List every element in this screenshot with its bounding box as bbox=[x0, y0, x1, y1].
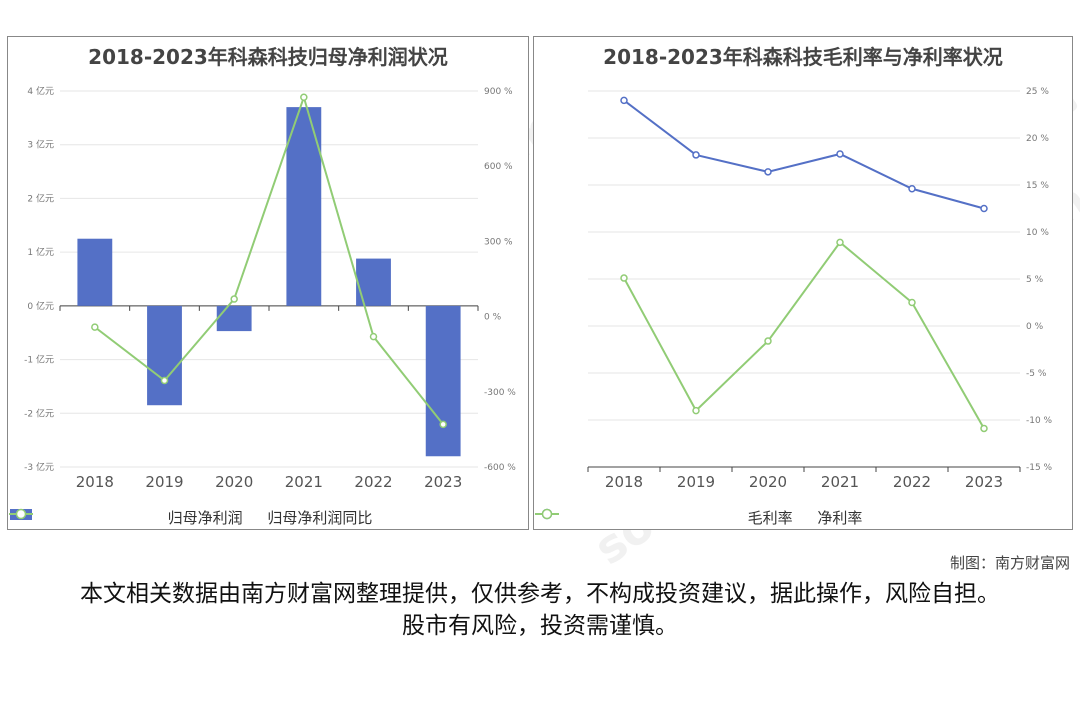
line-point bbox=[692, 406, 700, 415]
legend-line-swatch bbox=[535, 508, 559, 520]
margin-chart: 25 % 20 % 15 % 10 % 5 % 0 % -5 % -10 % -15 % 2018… bbox=[587, 87, 1053, 491]
x-tick-label: 2022 bbox=[354, 473, 392, 491]
x-tick-label: 2021 bbox=[821, 473, 859, 491]
line-point bbox=[980, 424, 988, 433]
disclaimer-text: 本文相关数据由南方财富网整理提供，仅供参考，不构成投资建议，据此操作，风险自担。… bbox=[80, 581, 1000, 639]
y-right-tick-label: 25 % bbox=[1026, 87, 1049, 97]
y-right-tick-label: -5 % bbox=[1026, 369, 1047, 379]
net-profit-chart: 4 亿元 3 亿元 2 亿元 1 亿元 0 亿元 -1 亿元 -2 亿元 -3 亿元 900 %… bbox=[24, 85, 516, 491]
y-left-tick-label: 0 亿元 bbox=[27, 300, 54, 312]
legend-label: 净利率 bbox=[817, 509, 863, 527]
legend-item-line[interactable]: 归母净利润同比 bbox=[9, 507, 373, 528]
line-point bbox=[908, 298, 916, 307]
y-right-tick-label: -600 % bbox=[484, 463, 516, 473]
legend-line-swatch bbox=[9, 508, 33, 520]
line-point bbox=[300, 93, 308, 102]
y-right-tick-label: 0 % bbox=[484, 313, 502, 323]
legend-item-net[interactable]: 净利率 bbox=[535, 507, 863, 528]
x-tick-label: 2023 bbox=[424, 473, 462, 491]
y-left-tick-label: -1 亿元 bbox=[24, 354, 54, 366]
legend-label: 毛利率 bbox=[747, 509, 793, 527]
chart-title: 2018-2023年科森科技归母净利润状况 bbox=[88, 45, 448, 69]
legend-label: 归母净利润 bbox=[167, 509, 243, 527]
line-point bbox=[836, 238, 844, 247]
legend-item-bar[interactable]: 归母净利润 bbox=[10, 507, 243, 528]
y-right-tick-label: 15 % bbox=[1026, 181, 1049, 191]
y-right-tick-label: -10 % bbox=[1026, 416, 1053, 426]
line-point bbox=[439, 420, 447, 429]
y-left-tick-label: 3 亿元 bbox=[27, 139, 54, 151]
line-point bbox=[620, 274, 628, 282]
bar bbox=[77, 238, 113, 306]
x-tick-label: 2021 bbox=[285, 473, 323, 491]
line-point bbox=[160, 376, 169, 385]
y-left-tick-label: 4 亿元 bbox=[27, 85, 54, 97]
chart-title: 2018-2023年科森科技毛利率与净利率状况 bbox=[603, 45, 1003, 69]
y-right-tick-label: 900 % bbox=[484, 87, 513, 97]
x-tick-label: 2020 bbox=[215, 473, 253, 491]
line-point bbox=[91, 323, 99, 331]
y-right-tick-label: 0 % bbox=[1026, 322, 1044, 332]
line-point bbox=[692, 151, 700, 159]
line-point bbox=[980, 204, 988, 213]
x-tick-label: 2022 bbox=[893, 473, 931, 491]
legend-item-gross[interactable]: 毛利率 bbox=[535, 507, 793, 528]
line-point bbox=[908, 185, 916, 193]
x-tick-label: 2018 bbox=[605, 473, 643, 491]
y-right-tick-label: 20 % bbox=[1026, 134, 1049, 144]
y-left-tick-label: 1 亿元 bbox=[27, 246, 54, 258]
bar bbox=[356, 258, 391, 306]
y-right-tick-label: 600 % bbox=[484, 162, 513, 172]
line-point bbox=[230, 295, 238, 303]
legend-label: 归母净利润同比 bbox=[267, 509, 373, 527]
y-right-tick-label: -15 % bbox=[1026, 463, 1053, 473]
series-line bbox=[623, 99, 985, 210]
y-left-tick-label: -2 亿元 bbox=[24, 407, 54, 419]
x-tick-label: 2018 bbox=[76, 473, 114, 491]
line-point bbox=[764, 337, 772, 345]
x-tick-label: 2019 bbox=[677, 473, 715, 491]
x-tick-label: 2020 bbox=[749, 473, 787, 491]
line-point bbox=[369, 332, 378, 341]
bar bbox=[147, 305, 182, 406]
x-tick-label: 2019 bbox=[145, 473, 183, 491]
y-right-tick-label: 10 % bbox=[1026, 228, 1049, 238]
bar bbox=[425, 305, 461, 457]
chart-credit: 制图：南方财富网 bbox=[949, 554, 1070, 572]
series-line bbox=[94, 93, 444, 426]
line-point bbox=[764, 168, 772, 176]
net-profit-chart-panel: 2018-2023年科森科技归母净利润状况 4 亿元 3 亿元 2 亿元 1 亿元 0 … bbox=[7, 36, 529, 530]
y-right-tick-label: 5 % bbox=[1026, 275, 1044, 285]
y-left-tick-label: -3 亿元 bbox=[24, 461, 54, 473]
line-point bbox=[836, 150, 844, 158]
margin-chart-panel: 2018-2023年科森科技毛利率与净利率状况 25 % 20 % 15 % 10 %… bbox=[533, 36, 1073, 530]
y-right-tick-label: -300 % bbox=[484, 388, 516, 398]
chart-legend: 毛利率 净利率 bbox=[534, 507, 1072, 528]
bar bbox=[216, 305, 252, 332]
y-right-tick-label: 300 % bbox=[484, 237, 513, 247]
y-left-tick-label: 2 亿元 bbox=[27, 192, 54, 204]
series-line bbox=[623, 240, 985, 429]
x-tick-label: 2023 bbox=[965, 473, 1003, 491]
chart-legend: 归母净利润 归母净利润同比 bbox=[8, 507, 528, 528]
line-point bbox=[620, 96, 628, 105]
